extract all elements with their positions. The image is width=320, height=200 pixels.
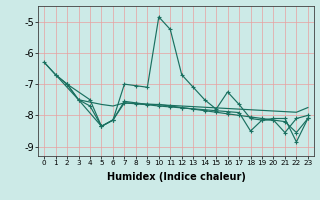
X-axis label: Humidex (Indice chaleur): Humidex (Indice chaleur) <box>107 172 245 182</box>
